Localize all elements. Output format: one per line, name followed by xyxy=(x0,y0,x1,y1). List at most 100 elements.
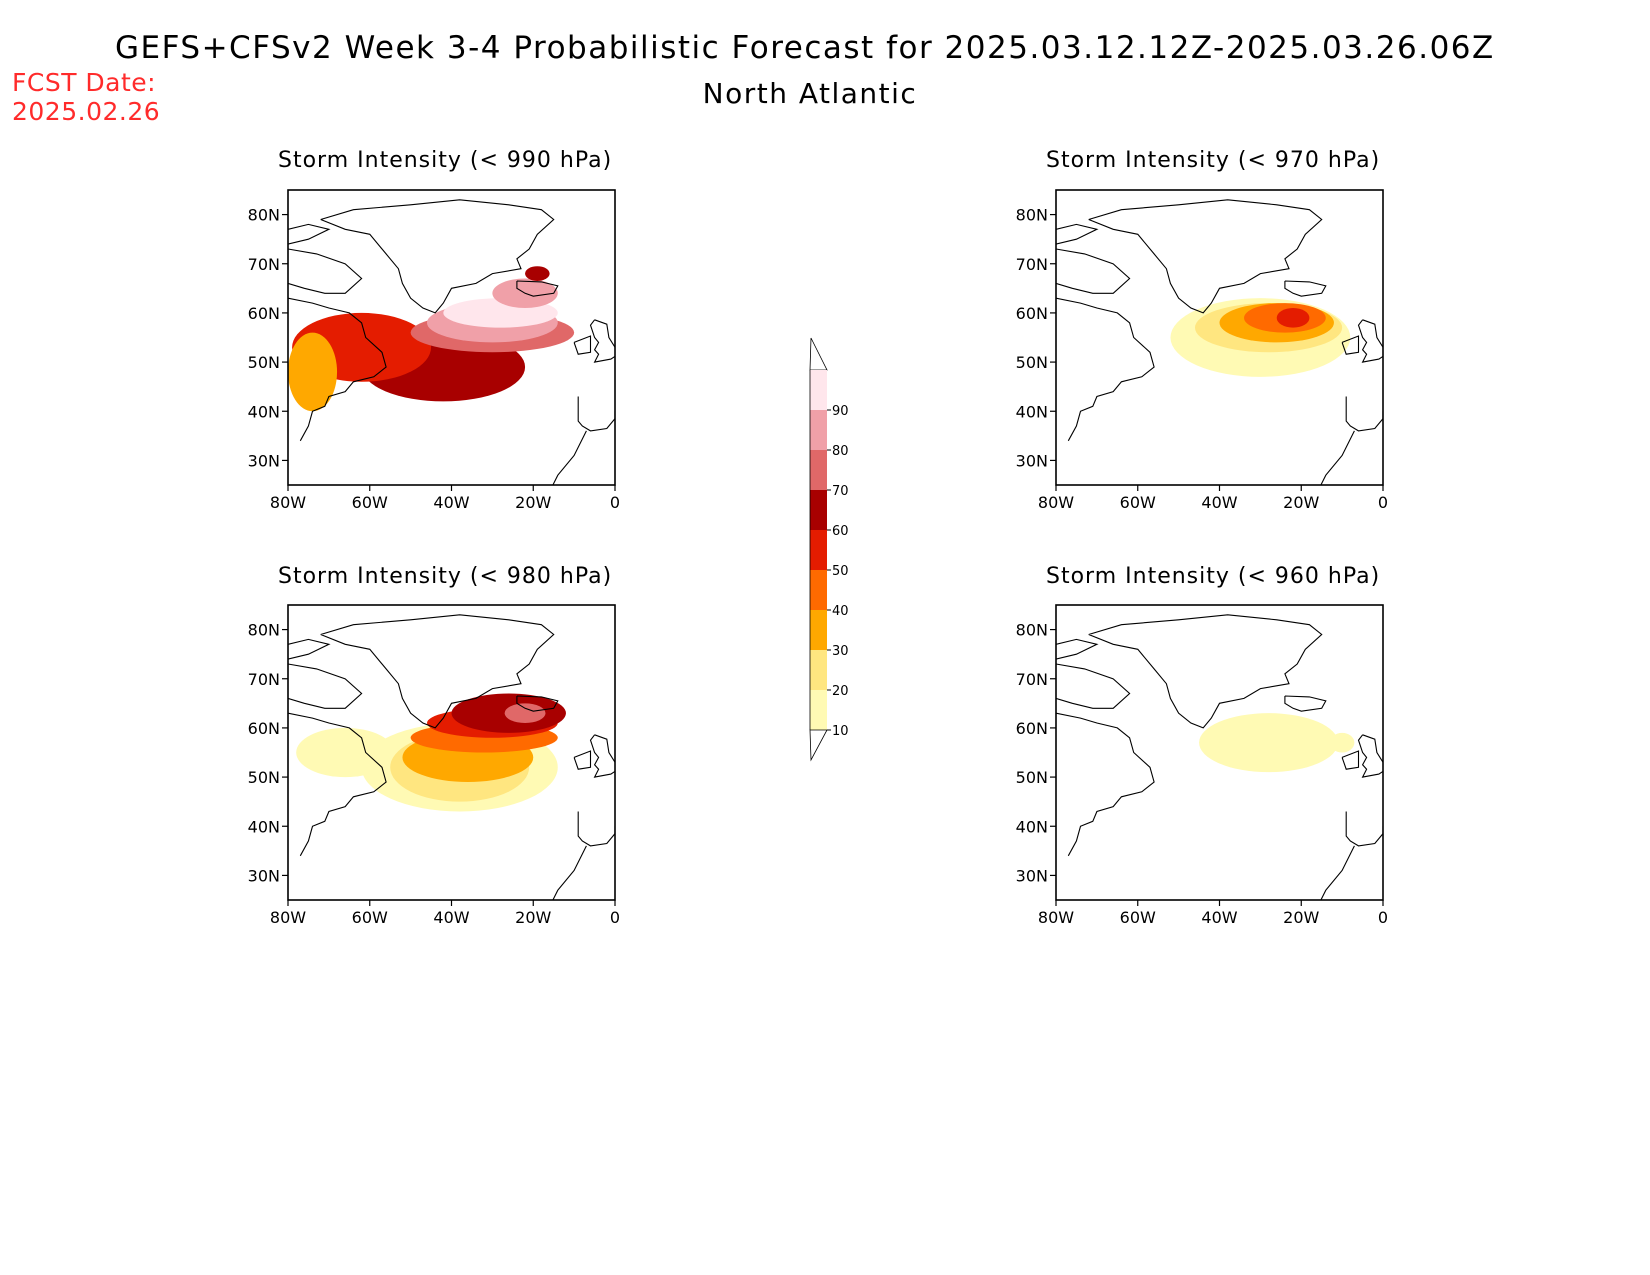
lat-tick-label: 80N xyxy=(1016,621,1048,640)
probability-contour xyxy=(296,727,395,778)
map-panel-980: 80W 60W 40W 20W 0 80N 70N 60N 50N 40N 30N xyxy=(248,604,620,927)
coastline xyxy=(1056,638,1099,660)
lon-tick-label: 20W xyxy=(515,493,551,512)
lon-tick-label: 40W xyxy=(1201,908,1237,927)
lat-tick-label: 60N xyxy=(248,719,280,738)
coastlines xyxy=(1056,199,1383,485)
lon-tick-label: 60W xyxy=(352,908,388,927)
colorbar-label: 40 xyxy=(832,604,849,619)
lon-tick-label: 80W xyxy=(270,493,306,512)
panel-title-990: Storm Intensity (< 990 hPa) xyxy=(278,148,613,173)
lon-tick-label: 20W xyxy=(515,908,551,927)
lat-tick-label: 30N xyxy=(1016,866,1048,885)
lon-tick-label: 60W xyxy=(1120,908,1156,927)
panel-title-980: Storm Intensity (< 980 hPa) xyxy=(278,564,613,589)
lon-tick-label: 40W xyxy=(1201,493,1237,512)
coastline xyxy=(1345,811,1383,847)
probability-contour xyxy=(288,332,338,412)
coastline xyxy=(1345,396,1383,432)
coastline xyxy=(577,811,615,847)
coastline xyxy=(1056,663,1131,709)
probability-field xyxy=(1170,298,1351,377)
lat-tick-label: 40N xyxy=(248,402,280,421)
coastline xyxy=(1284,695,1327,712)
coastline xyxy=(288,248,363,294)
colorbar-swatch xyxy=(810,490,827,530)
probability-contour xyxy=(1276,308,1310,328)
lon-tick-label: 0 xyxy=(1378,908,1388,927)
lat-tick-label: 70N xyxy=(1016,670,1048,689)
coastline xyxy=(552,430,587,485)
coastline xyxy=(288,712,387,857)
lat-tick-label: 70N xyxy=(248,670,280,689)
lon-tick-label: 80W xyxy=(1038,908,1074,927)
colorbar-label: 10 xyxy=(832,724,849,739)
lon-tick-label: 40W xyxy=(433,493,469,512)
lat-tick-label: 60N xyxy=(1016,719,1048,738)
colorbar-swatch xyxy=(810,450,827,490)
coastline xyxy=(1056,297,1155,442)
colorbar-swatch xyxy=(810,530,827,570)
colorbar-swatch xyxy=(810,610,827,650)
panel-title-970: Storm Intensity (< 970 hPa) xyxy=(1046,148,1381,173)
coastline xyxy=(577,396,615,432)
coastline xyxy=(288,297,387,442)
colorbar-swatch xyxy=(810,370,827,410)
lat-tick-label: 60N xyxy=(1016,304,1048,323)
coastline xyxy=(516,695,559,712)
region-subtitle: North Atlantic xyxy=(702,77,918,110)
lon-tick-label: 20W xyxy=(1283,908,1319,927)
lon-tick-label: 60W xyxy=(352,493,388,512)
lat-tick-label: 40N xyxy=(248,817,280,836)
lat-tick-label: 70N xyxy=(1016,255,1048,274)
lat-tick-label: 30N xyxy=(1016,451,1048,470)
coastline xyxy=(288,663,363,709)
lon-tick-label: 0 xyxy=(610,908,620,927)
lat-tick-label: 50N xyxy=(248,353,280,372)
coastlines xyxy=(288,614,615,900)
probability-contour xyxy=(504,703,546,723)
lat-tick-label: 50N xyxy=(1016,353,1048,372)
lon-tick-label: 20W xyxy=(1283,493,1319,512)
lon-tick-label: 60W xyxy=(1120,493,1156,512)
colorbar-swatch xyxy=(810,690,827,730)
lat-tick-label: 30N xyxy=(248,451,280,470)
coastlines xyxy=(288,199,615,485)
probability-field xyxy=(296,693,566,812)
coastline xyxy=(589,734,615,778)
map-panel-990: 80W 60W 40W 20W 0 80N 70N 60N 50N 40N 30N xyxy=(248,189,620,512)
panel-title-960: Storm Intensity (< 960 hPa) xyxy=(1046,564,1381,589)
coastline xyxy=(1341,750,1360,770)
colorbar-label: 80 xyxy=(832,444,849,459)
lat-tick-label: 50N xyxy=(248,768,280,787)
coastline xyxy=(1056,712,1155,857)
lat-tick-label: 80N xyxy=(248,621,280,640)
lon-tick-label: 0 xyxy=(610,493,620,512)
colorbar-extension-bottom xyxy=(809,729,828,762)
colorbar-label: 60 xyxy=(832,524,849,539)
lat-tick-label: 30N xyxy=(248,866,280,885)
probability-contour xyxy=(1329,732,1355,753)
probability-field xyxy=(1199,713,1355,773)
probability-contour xyxy=(525,266,550,281)
colorbar-label: 20 xyxy=(832,684,849,699)
lat-tick-label: 40N xyxy=(1016,402,1048,421)
colorbar-label: 30 xyxy=(832,644,849,659)
coastline xyxy=(1088,614,1323,729)
chart-title: GEFS+CFSv2 Week 3-4 Probabilistic Foreca… xyxy=(115,30,1495,66)
coastline xyxy=(1284,280,1327,297)
lon-tick-label: 40W xyxy=(433,908,469,927)
colorbar-label: 90 xyxy=(832,404,849,419)
coastline xyxy=(1056,223,1099,245)
lon-tick-label: 80W xyxy=(270,908,306,927)
coastline xyxy=(1357,734,1383,778)
colorbar-extension-top xyxy=(809,337,828,371)
coastline xyxy=(516,280,559,297)
coastline xyxy=(288,223,331,245)
fcst-date-label: FCST Date: xyxy=(12,68,157,97)
coastline xyxy=(1341,335,1360,355)
fcst-date-block: FCST Date: 2025.02.26 xyxy=(12,68,160,126)
fcst-date-value: 2025.02.26 xyxy=(12,97,161,126)
lat-tick-label: 50N xyxy=(1016,768,1048,787)
lat-tick-label: 80N xyxy=(248,206,280,225)
